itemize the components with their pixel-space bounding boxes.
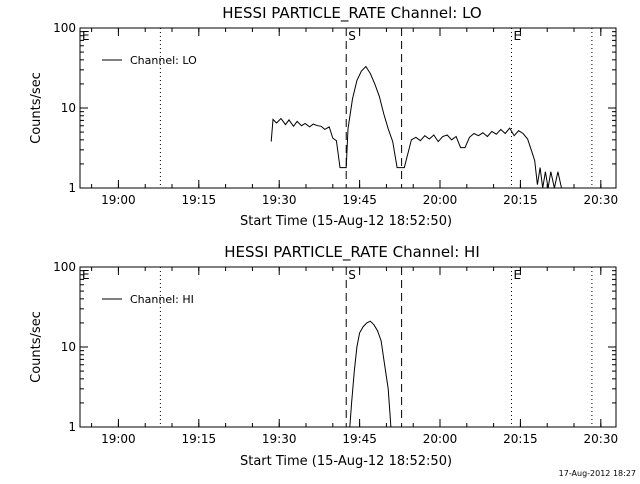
hi-marker-label: E: [82, 268, 90, 282]
hi-xtick-label: 20:30: [584, 432, 619, 446]
hi-xtick-label: 19:30: [262, 432, 297, 446]
lo-xtick-label: 19:15: [182, 193, 217, 207]
hi-xtick-label: 19:45: [342, 432, 377, 446]
hi-marker-label: S: [348, 268, 356, 282]
lo-marker-label: E: [513, 29, 521, 43]
lo-ytick-label: 1: [68, 181, 76, 195]
panel-lo-xlabel: Start Time (15-Aug-12 18:52:50): [240, 214, 452, 229]
lo-legend-label: Channel: LO: [130, 54, 197, 67]
lo-xtick-label: 20:00: [423, 193, 458, 207]
panel-hi-ylabel: Counts/sec: [29, 311, 44, 383]
panel-lo-title: HESSI PARTICLE_RATE Channel: LO: [222, 4, 481, 23]
panel-lo-ylabel: Counts/sec: [29, 72, 44, 144]
lo-xtick-label: 20:30: [584, 193, 619, 207]
lo-ytick-label: 100: [53, 21, 76, 35]
hi-legend-label: Channel: HI: [130, 293, 194, 306]
hi-xtick-label: 20:15: [503, 432, 538, 446]
hi-xtick-label: 19:00: [101, 432, 136, 446]
panel-hi-xlabel: Start Time (15-Aug-12 18:52:50): [240, 454, 452, 469]
hi-ytick-label: 1: [68, 420, 76, 434]
hi-ytick-label: 100: [53, 260, 76, 274]
hi-xtick-label: 20:00: [423, 432, 458, 446]
lo-xtick-label: 19:45: [342, 193, 377, 207]
lo-marker-label: S: [348, 29, 356, 43]
lo-xtick-label: 20:15: [503, 193, 538, 207]
lo-series-line: [270, 65, 562, 189]
panel-lo: HESSI PARTICLE_RATE Channel: LO Counts/s…: [29, 4, 618, 229]
panel-hi: HESSI PARTICLE_RATE Channel: HI Counts/s…: [29, 243, 618, 469]
lo-ytick-label: 10: [61, 101, 76, 115]
lo-marker-label: E: [82, 29, 90, 43]
hi-series-line: [349, 320, 392, 428]
panel-hi-title: HESSI PARTICLE_RATE Channel: HI: [224, 243, 480, 262]
hi-xtick-label: 19:15: [182, 432, 217, 446]
lo-xtick-label: 19:30: [262, 193, 297, 207]
footer-timestamp: 17-Aug-2012 18:27: [559, 469, 636, 478]
hi-ytick-label: 10: [61, 340, 76, 354]
hi-marker-label: E: [513, 268, 521, 282]
lo-xtick-label: 19:00: [101, 193, 136, 207]
